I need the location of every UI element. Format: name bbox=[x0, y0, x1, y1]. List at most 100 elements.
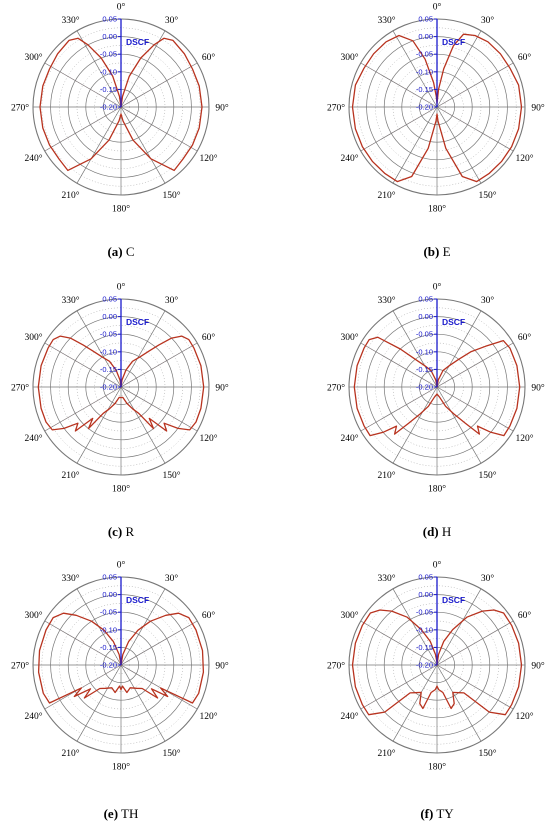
angle-label: 300° bbox=[340, 332, 358, 343]
spoke bbox=[120, 106, 166, 184]
spoke bbox=[360, 386, 438, 432]
radial-tick-label: -0.20 bbox=[100, 661, 117, 670]
angle-label: 330° bbox=[61, 573, 79, 584]
angle-label: 150° bbox=[478, 470, 496, 481]
radial-tick-label: -0.15 bbox=[100, 85, 117, 94]
angle-label: 0° bbox=[433, 560, 442, 571]
angle-label: 270° bbox=[327, 383, 345, 394]
spoke bbox=[436, 106, 482, 184]
angle-label: 330° bbox=[377, 573, 395, 584]
axis-title: DSCF bbox=[126, 317, 149, 327]
radial-tick-label: -0.15 bbox=[416, 643, 433, 652]
angle-label: 30° bbox=[481, 295, 495, 306]
radial-tick-label: 0.00 bbox=[102, 590, 117, 599]
chart-panel-d: 0° 30° 60° 90° 120° 150° 180° 210° 240° 270° 300° 3… bbox=[322, 282, 550, 546]
radial-tick-label: 0.05 bbox=[418, 295, 433, 304]
angle-label: 90° bbox=[531, 103, 545, 114]
axis-title: DSCF bbox=[442, 37, 465, 47]
spoke bbox=[76, 30, 122, 108]
caption-label: (a) bbox=[107, 244, 123, 259]
angle-label: 150° bbox=[162, 470, 180, 481]
spoke bbox=[120, 664, 166, 742]
angle-label: 300° bbox=[340, 52, 358, 63]
angle-label: 120° bbox=[199, 433, 217, 444]
radial-tick-label: -0.05 bbox=[100, 608, 117, 617]
spoke bbox=[360, 62, 438, 108]
angle-label: 240° bbox=[340, 711, 358, 722]
series-line bbox=[37, 612, 205, 704]
spoke bbox=[44, 106, 122, 152]
spoke bbox=[436, 62, 514, 108]
radial-tick-label: -0.10 bbox=[100, 347, 117, 356]
radial-tick-label: -0.20 bbox=[416, 103, 433, 112]
series-line bbox=[39, 37, 203, 172]
angle-label: 210° bbox=[61, 190, 79, 201]
caption-label: (f) bbox=[420, 806, 434, 821]
caption-text: E bbox=[442, 244, 451, 259]
spoke bbox=[76, 386, 122, 464]
angle-label: 60° bbox=[518, 52, 532, 63]
radial-tick-label: -0.10 bbox=[100, 625, 117, 634]
caption-f: (f) TY bbox=[322, 806, 550, 822]
caption-label: (c) bbox=[107, 524, 123, 539]
angle-label: 330° bbox=[61, 15, 79, 26]
angle-label: 210° bbox=[61, 470, 79, 481]
polar-chart-c: 0° 30° 60° 90° 120° 150° 180° 210° 240° 270° 300° 3… bbox=[11, 282, 229, 495]
radial-tick-label: 0.05 bbox=[102, 573, 117, 582]
chart-panel-e: 0° 30° 60° 90° 120° 150° 180° 210° 240° 270° 300° 3… bbox=[6, 560, 236, 824]
chart-panel-a: 0° 30° 60° 90° 120° 150° 180° 210° 240° 270° 300° 3… bbox=[6, 2, 236, 266]
radial-tick-label: -0.05 bbox=[416, 608, 433, 617]
angle-label: 330° bbox=[377, 295, 395, 306]
angle-label: 0° bbox=[117, 560, 126, 571]
radial-tick-label: -0.20 bbox=[416, 383, 433, 392]
spoke bbox=[44, 342, 122, 388]
radial-tick-label: 0.00 bbox=[418, 312, 433, 321]
radial-tick-label: -0.15 bbox=[416, 365, 433, 374]
angle-label: 30° bbox=[481, 15, 495, 26]
angle-label: 90° bbox=[215, 103, 229, 114]
spoke bbox=[436, 30, 482, 108]
angle-label: 30° bbox=[165, 15, 179, 26]
radial-tick-label: -0.05 bbox=[416, 330, 433, 339]
angle-label: 180° bbox=[428, 762, 446, 773]
angle-label: 270° bbox=[327, 103, 345, 114]
angle-label: 300° bbox=[24, 610, 42, 621]
caption-label: (d) bbox=[422, 524, 439, 539]
angle-label: 210° bbox=[377, 190, 395, 201]
radial-tick-label: 0.00 bbox=[418, 32, 433, 41]
angle-label: 150° bbox=[478, 190, 496, 201]
radial-tick-label: -0.10 bbox=[416, 347, 433, 356]
radial-tick-label: -0.10 bbox=[416, 67, 433, 76]
series-line bbox=[353, 336, 521, 437]
radial-tick-label: -0.15 bbox=[100, 365, 117, 374]
angle-label: 330° bbox=[61, 295, 79, 306]
spoke bbox=[120, 62, 198, 108]
spoke bbox=[120, 30, 166, 108]
caption-text: TY bbox=[436, 806, 454, 821]
angle-label: 180° bbox=[428, 204, 446, 215]
axis-title: DSCF bbox=[126, 595, 149, 605]
angle-label: 120° bbox=[199, 711, 217, 722]
radial-tick-label: -0.20 bbox=[100, 383, 117, 392]
angle-label: 0° bbox=[433, 2, 442, 13]
spoke bbox=[120, 386, 198, 432]
spoke bbox=[436, 386, 514, 432]
angle-label: 90° bbox=[531, 383, 545, 394]
radial-tick-label: 0.00 bbox=[102, 312, 117, 321]
angle-label: 300° bbox=[24, 332, 42, 343]
angle-label: 240° bbox=[24, 433, 42, 444]
angle-label: 210° bbox=[377, 748, 395, 759]
radial-tick-label: 0.00 bbox=[102, 32, 117, 41]
spoke bbox=[44, 62, 122, 108]
angle-label: 300° bbox=[340, 610, 358, 621]
radial-tick-label: 0.00 bbox=[418, 590, 433, 599]
angle-label: 0° bbox=[433, 282, 442, 293]
angle-label: 180° bbox=[112, 204, 130, 215]
spoke bbox=[436, 310, 482, 388]
series-line bbox=[351, 33, 523, 183]
spoke bbox=[392, 310, 438, 388]
angle-label: 60° bbox=[518, 332, 532, 343]
spoke bbox=[436, 664, 514, 710]
spoke bbox=[436, 106, 514, 152]
radial-tick-label: -0.05 bbox=[100, 50, 117, 59]
